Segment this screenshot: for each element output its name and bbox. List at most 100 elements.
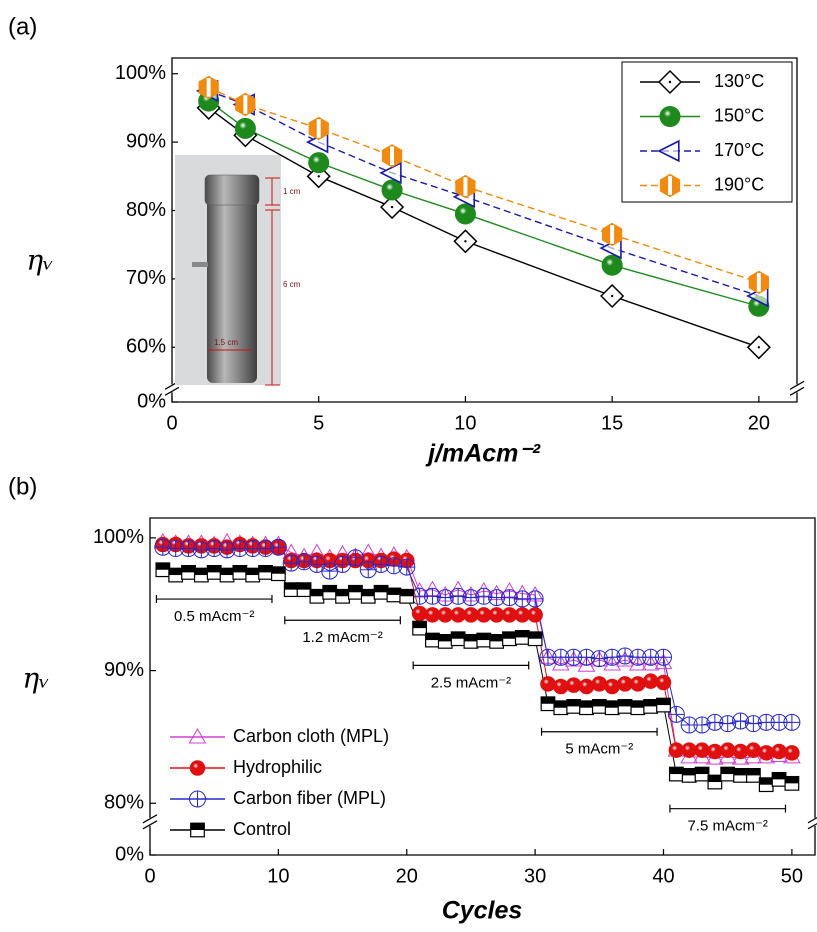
- marker: [168, 567, 184, 583]
- x-tick-label: 20: [396, 865, 418, 887]
- marker-band: [390, 146, 395, 166]
- legend-label: 150°C: [714, 105, 764, 125]
- marker-fill: [489, 634, 504, 642]
- marker: [604, 700, 620, 716]
- bracket: [540, 727, 658, 736]
- y-tick-label: 70%: [126, 267, 166, 289]
- inset-cylinder: [207, 178, 257, 383]
- inset-label: 1.5 cm: [214, 338, 238, 347]
- marker-fill: [322, 585, 337, 593]
- marker-fill: [284, 582, 299, 590]
- marker: [681, 767, 697, 783]
- marker: [617, 699, 633, 714]
- x-tick-label: 20: [748, 412, 770, 434]
- marker-fill: [399, 589, 414, 597]
- marker: [500, 589, 518, 607]
- legend-label: Carbon cloth (MPL): [233, 726, 389, 746]
- bracket: [155, 595, 273, 604]
- marker: [602, 222, 623, 247]
- marker: [190, 822, 205, 838]
- marker-fill: [515, 630, 530, 638]
- marker-fill: [579, 700, 594, 708]
- marker-shape: [591, 676, 608, 692]
- marker: [553, 700, 569, 716]
- marker: [258, 564, 273, 580]
- axis-break: [142, 814, 158, 830]
- marker: [694, 742, 710, 758]
- marker: [526, 590, 544, 608]
- marker: [381, 179, 403, 201]
- marker-fill: [271, 566, 286, 574]
- marker: [630, 700, 646, 716]
- marker: [198, 75, 219, 100]
- marker: [206, 564, 222, 580]
- marker: [579, 700, 594, 716]
- marker-fill: [348, 585, 363, 593]
- axis-break: [789, 380, 805, 396]
- marker: [360, 588, 376, 604]
- x-tick-label: 10: [454, 412, 476, 434]
- marker-shape: [551, 654, 570, 671]
- marker: [296, 582, 312, 598]
- marker: [746, 335, 771, 360]
- bracket-label: 2.5 mAcm⁻²: [431, 674, 511, 691]
- y-axis-title: ηᵥ: [26, 244, 53, 277]
- marker-fill: [168, 568, 183, 576]
- marker-cross: [347, 549, 364, 566]
- marker-fill: [605, 700, 619, 708]
- marker-shape: [771, 743, 787, 760]
- x-tick-label: 0: [166, 412, 177, 434]
- marker: [411, 605, 428, 622]
- marker: [654, 653, 673, 670]
- marker-fill: [631, 700, 645, 708]
- marker-fill: [669, 767, 684, 775]
- bracket-label: 1.2 mAcm⁻²: [302, 629, 382, 646]
- marker: [565, 677, 582, 693]
- marker-fill: [181, 565, 196, 573]
- marker: [381, 144, 403, 168]
- marker-shape: [603, 654, 622, 671]
- marker: [346, 549, 364, 567]
- marker-dot: [668, 80, 672, 84]
- legend-label: Control: [233, 819, 291, 839]
- marker-shape: [616, 650, 634, 667]
- y-tick-label: 0%: [137, 390, 166, 412]
- marker-cross: [270, 539, 287, 556]
- marker: [379, 161, 402, 185]
- marker: [659, 105, 681, 128]
- marker: [308, 555, 326, 573]
- marker-shape: [654, 653, 673, 670]
- x-tick-label: 10: [267, 865, 289, 887]
- marker-cross: [321, 563, 338, 580]
- marker: [540, 676, 556, 692]
- marker: [600, 283, 625, 309]
- marker-cross: [360, 561, 377, 578]
- y-tick-label: 100%: [115, 62, 166, 84]
- marker-fill: [156, 562, 170, 570]
- panel-label: (b): [8, 473, 37, 500]
- marker-fill: [592, 699, 607, 707]
- marker: [463, 633, 479, 649]
- marker: [745, 767, 761, 783]
- marker: [732, 743, 749, 760]
- marker: [425, 632, 440, 648]
- marker: [514, 630, 530, 645]
- marker-shape: [411, 605, 428, 622]
- marker: [450, 631, 466, 647]
- legend-label: 190°C: [714, 174, 764, 194]
- marker-fill: [746, 768, 761, 776]
- y-tick-label: 90%: [104, 659, 144, 681]
- marker: [380, 195, 405, 220]
- marker: [527, 607, 543, 623]
- marker: [668, 766, 684, 782]
- marker: [784, 745, 800, 761]
- marker: [616, 650, 634, 667]
- marker-shape: [784, 745, 800, 761]
- marker: [455, 174, 476, 199]
- marker-fill: [194, 568, 209, 576]
- marker: [412, 620, 427, 636]
- marker: [643, 699, 659, 714]
- marker: [758, 745, 774, 761]
- marker: [719, 742, 736, 758]
